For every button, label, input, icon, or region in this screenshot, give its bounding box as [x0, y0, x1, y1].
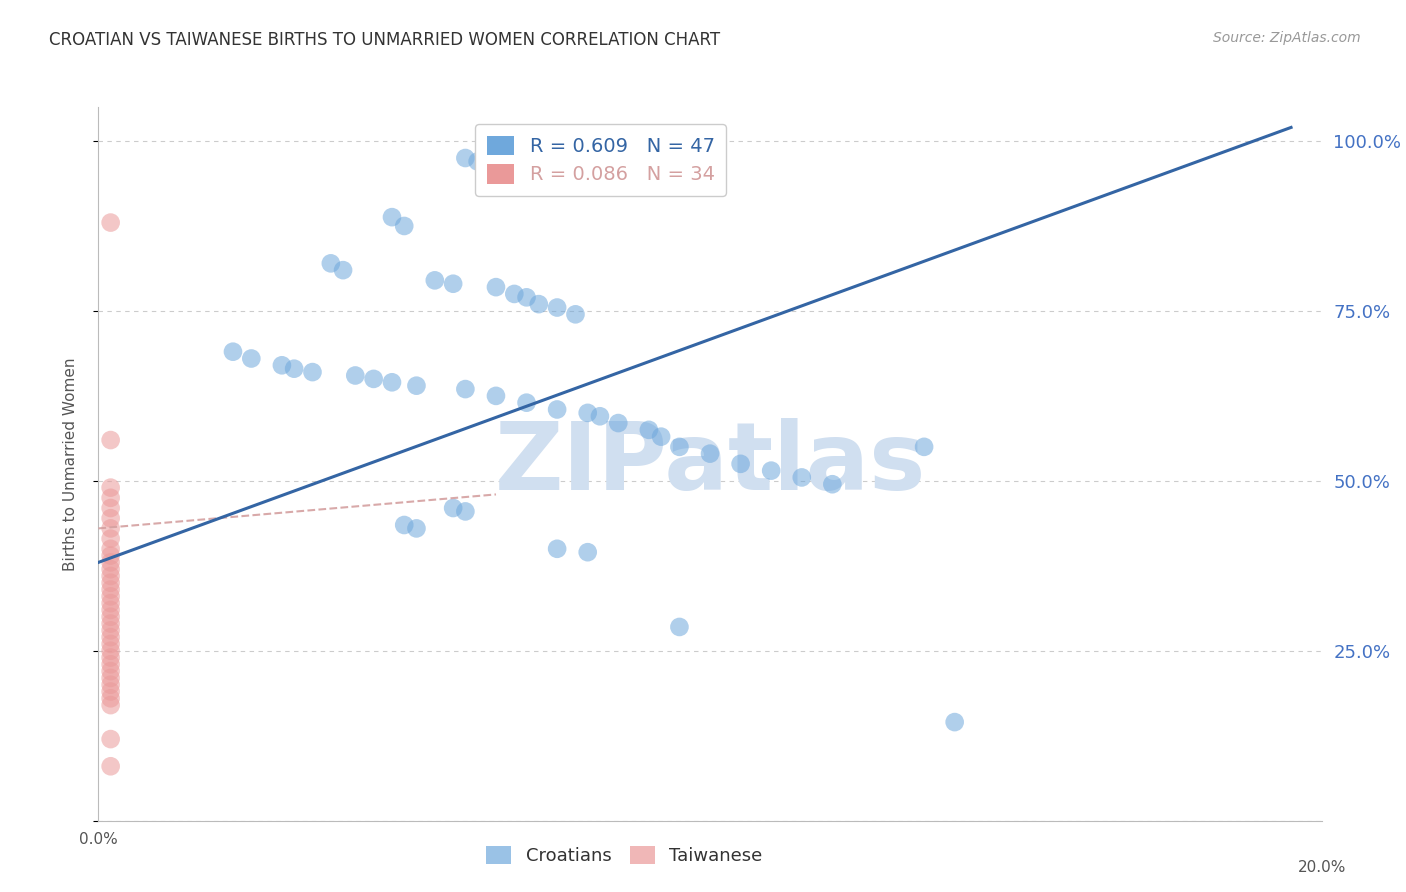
- Point: [100, 630, 122, 644]
- Point: [100, 698, 122, 712]
- Point: [100, 603, 122, 617]
- Point: [240, 351, 263, 366]
- Text: 20.0%: 20.0%: [1298, 860, 1346, 875]
- Point: [100, 501, 122, 516]
- Point: [332, 263, 354, 277]
- Point: [100, 590, 122, 604]
- Point: [100, 637, 122, 651]
- Point: [650, 430, 672, 444]
- Point: [301, 365, 323, 379]
- Point: [100, 624, 122, 638]
- Point: [344, 368, 367, 383]
- Point: [100, 555, 122, 569]
- Point: [100, 216, 122, 230]
- Point: [381, 376, 404, 390]
- Point: [100, 657, 122, 672]
- Point: [392, 219, 416, 233]
- Point: [319, 256, 342, 270]
- Point: [576, 545, 599, 559]
- Point: [392, 518, 416, 533]
- Point: [405, 521, 427, 535]
- Point: [100, 549, 122, 563]
- Y-axis label: Births to Unmarried Women: Births to Unmarried Women: [63, 357, 77, 571]
- Point: [283, 361, 305, 376]
- Point: [485, 389, 508, 403]
- Point: [546, 541, 568, 556]
- Text: CROATIAN VS TAIWANESE BIRTHS TO UNMARRIED WOMEN CORRELATION CHART: CROATIAN VS TAIWANESE BIRTHS TO UNMARRIE…: [49, 31, 720, 49]
- Point: [564, 307, 586, 321]
- Point: [100, 684, 122, 698]
- Point: [759, 464, 782, 478]
- Point: [100, 521, 122, 535]
- Point: [100, 664, 122, 678]
- Point: [943, 715, 966, 730]
- Point: [100, 671, 122, 685]
- Point: [100, 616, 122, 631]
- Point: [454, 151, 477, 165]
- Point: [790, 470, 813, 484]
- Point: [441, 277, 464, 291]
- Point: [100, 532, 122, 546]
- Point: [100, 582, 122, 597]
- Point: [730, 457, 752, 471]
- Point: [516, 290, 538, 304]
- Point: [527, 297, 550, 311]
- Point: [363, 372, 385, 386]
- Point: [546, 301, 568, 315]
- Point: [270, 359, 292, 373]
- Point: [100, 691, 122, 706]
- Point: [100, 609, 122, 624]
- Point: [912, 440, 935, 454]
- Legend: Croatians, Taiwanese: Croatians, Taiwanese: [479, 839, 770, 872]
- Point: [100, 644, 122, 658]
- Point: [441, 501, 464, 516]
- Point: [100, 732, 122, 747]
- Point: [467, 154, 489, 169]
- Point: [699, 447, 721, 461]
- Point: [668, 440, 690, 454]
- Point: [607, 416, 630, 430]
- Point: [100, 575, 122, 590]
- Point: [100, 596, 122, 610]
- Point: [516, 395, 538, 409]
- Point: [589, 409, 612, 424]
- Point: [503, 287, 526, 301]
- Point: [100, 759, 122, 773]
- Point: [546, 402, 568, 417]
- Point: [100, 650, 122, 665]
- Point: [100, 481, 122, 495]
- Point: [821, 477, 844, 491]
- Point: [637, 423, 661, 437]
- Point: [100, 562, 122, 576]
- Point: [100, 541, 122, 556]
- Point: [423, 273, 446, 287]
- Point: [100, 569, 122, 583]
- Point: [405, 378, 427, 392]
- Point: [100, 511, 122, 525]
- Point: [454, 504, 477, 518]
- Point: [576, 406, 599, 420]
- Text: ZIPatlas: ZIPatlas: [495, 417, 925, 510]
- Point: [381, 210, 404, 224]
- Point: [100, 433, 122, 447]
- Point: [222, 344, 245, 359]
- Point: [100, 678, 122, 692]
- Point: [100, 491, 122, 505]
- Text: Source: ZipAtlas.com: Source: ZipAtlas.com: [1213, 31, 1361, 45]
- Point: [485, 280, 508, 294]
- Point: [454, 382, 477, 396]
- Point: [668, 620, 690, 634]
